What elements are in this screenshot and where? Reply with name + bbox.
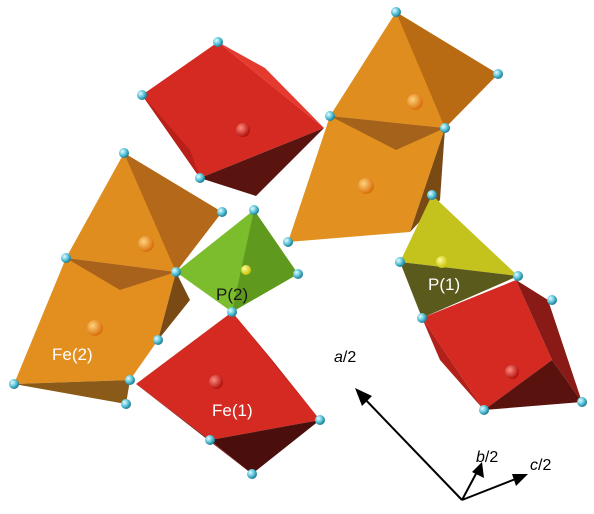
oxygen-atom-sphere	[153, 335, 163, 345]
oxygen-atom-sphere	[247, 469, 257, 479]
oxygen-atom-sphere	[9, 379, 19, 389]
oxygen-atom-sphere	[217, 207, 227, 217]
fe1-octahedron-top	[142, 42, 324, 196]
axis-b-arrowhead	[472, 462, 484, 478]
oxygen-atom-sphere	[395, 257, 405, 267]
oxygen-atom-sphere	[137, 90, 147, 100]
axis-b-arrow	[461, 469, 479, 501]
axis-c-label: c/2	[530, 457, 551, 474]
oxygen-atom-sphere	[325, 111, 335, 121]
oxygen-atom-sphere	[493, 69, 503, 79]
axis-b-label: b/2	[476, 449, 498, 466]
axis-a-arrow	[361, 395, 463, 501]
axis-c-arrow	[461, 477, 519, 501]
oxygen-atoms	[9, 7, 587, 479]
oxygen-atom-sphere	[121, 399, 131, 409]
fe2-octahedron-pair-left	[14, 153, 222, 404]
oxygen-atom-sphere	[440, 123, 450, 133]
fe1-octahedron-bottom	[136, 312, 320, 474]
p-atom-sphere	[436, 256, 448, 268]
oxygen-atom-sphere	[547, 295, 557, 305]
oxygen-atom-sphere	[293, 269, 303, 279]
fe1-octahedron-right	[422, 280, 582, 410]
oxygen-atom-sphere	[417, 313, 427, 323]
axis-c-arrowhead	[512, 474, 528, 486]
oxygen-atom-sphere	[513, 271, 523, 281]
oxygen-atom-sphere	[195, 173, 205, 183]
label-fe1: Fe(1)	[212, 401, 253, 420]
label-p2: P(2)	[216, 285, 248, 304]
oxygen-atom-sphere	[427, 190, 437, 200]
fe-atom-sphere	[236, 123, 250, 137]
axis-a-label: a/2	[334, 349, 356, 366]
oxygen-atom-sphere	[249, 205, 259, 215]
axis-a-arrowhead	[355, 388, 372, 406]
p-atom-sphere	[241, 265, 251, 275]
p1-tetrahedron	[400, 195, 518, 318]
oxygen-atom-sphere	[171, 267, 181, 277]
oxygen-atom-sphere	[213, 37, 223, 47]
oxygen-atom-sphere	[205, 435, 215, 445]
oxygen-atom-sphere	[61, 253, 71, 263]
fe-atom-sphere	[138, 236, 154, 252]
oxygen-atom-sphere	[479, 405, 489, 415]
fe-atom-sphere	[358, 178, 374, 194]
oxygen-atom-sphere	[577, 397, 587, 407]
fe-atom-sphere	[407, 94, 423, 110]
label-fe2: Fe(2)	[52, 345, 93, 364]
oxygen-atom-sphere	[227, 307, 237, 317]
p2-tetrahedron	[176, 210, 298, 312]
oxygen-atom-sphere	[125, 375, 135, 385]
oxygen-atom-sphere	[315, 415, 325, 425]
label-p1: P(1)	[428, 275, 460, 294]
oxygen-atom-sphere	[119, 148, 129, 158]
axis-triad	[355, 388, 528, 501]
oxygen-atom-sphere	[391, 7, 401, 17]
fe-atom-sphere	[87, 320, 103, 336]
fe-atom-sphere	[505, 365, 519, 379]
fe2-octahedron-pair-right	[288, 12, 498, 242]
fe-atom-sphere	[209, 375, 223, 389]
oxygen-atom-sphere	[283, 237, 293, 247]
